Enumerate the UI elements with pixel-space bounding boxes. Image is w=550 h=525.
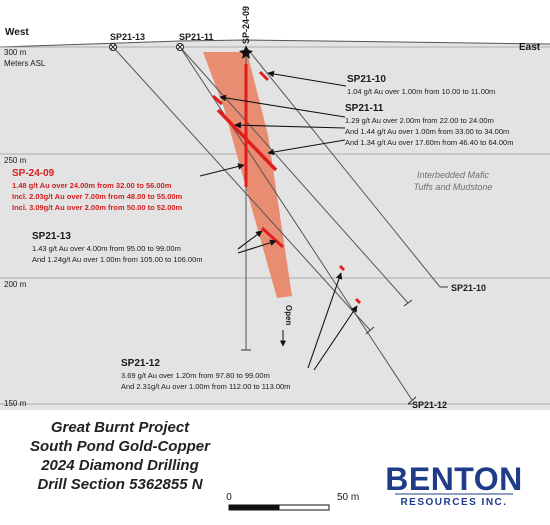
callout-sp2111-line3: And 1.34 g/t Au over 17.60m from 46.40 t… (345, 138, 513, 147)
arrow-sp2113-a (237, 230, 263, 250)
title-line3: 2024 Diamond Drilling (40, 457, 199, 474)
collar-sp2113-icon (109, 43, 117, 51)
arrow-sp2110 (267, 70, 347, 87)
elevation-label-250: 250 m (4, 156, 27, 165)
arrow-sp2409 (199, 163, 245, 177)
eoh-tick-sp2113 (365, 326, 375, 335)
collar-sp2409-icon (239, 45, 253, 59)
callout-sp2409-title: SP-24-09 (12, 168, 55, 179)
intercept-sp2112-b (354, 297, 362, 305)
hole-end-label-sp2112: SP21-12 (412, 400, 447, 410)
callout-sp2112-line1: 3.69 g/t Au over 1.20m from 97.80 to 99.… (121, 371, 270, 380)
intercept-sp2111-a (212, 94, 223, 106)
logo-subtitle: RESOURCES INC. (400, 497, 507, 508)
rock-unit-label-line1: Interbedded Mafic (417, 170, 490, 180)
scale-zero-label: 0 (226, 492, 232, 503)
arrow-sp2111-c (267, 139, 346, 156)
topography-line (0, 39, 550, 48)
intercept-sp2113-a (260, 226, 285, 249)
eoh-tick-sp2111 (407, 396, 417, 405)
callout-sp2113-line1: 1.43 g/t Au over 4.00m from 95.00 to 99.… (32, 244, 181, 253)
elevation-label-200: 200 m (4, 280, 27, 289)
benton-logo: BENTON RESOURCES INC. (384, 454, 524, 510)
east-label: East (519, 42, 541, 53)
callout-sp2112-line2: And 2.31g/t Au over 1.00m from 112.00 to… (121, 382, 290, 391)
callout-sp2409-line2: Incl. 2.03g/t Au over 7.00m from 48.00 t… (12, 192, 183, 201)
callout-sp2110-title: SP21-10 (347, 74, 386, 85)
callout-sp2113-line2: And 1.24g/t Au over 1.00m from 105.00 to… (32, 255, 203, 264)
scale-end-label: 50 m (337, 492, 359, 503)
rock-unit-label-line2: Tuffs and Mudstone (414, 182, 493, 192)
drillhole-sp2112-trace (179, 46, 409, 304)
title-line2: South Pond Gold-Copper (30, 438, 211, 455)
drillhole-sp2110-trace (245, 46, 441, 288)
eoh-tick-sp2112 (403, 299, 413, 307)
callout-sp2110-line1: 1.04 g/t Au over 1.00m from 10.00 to 11.… (347, 87, 495, 96)
callout-sp2111-line2: And 1.44 g/t Au over 1.00m from 33.00 to… (345, 127, 509, 136)
collar-sp2111-icon (176, 43, 184, 51)
title-line4: Drill Section 5362855 N (37, 476, 203, 493)
arrow-sp2113-b (237, 239, 277, 254)
arrow-sp2111-a (219, 94, 346, 118)
title-line1: Great Burnt Project (51, 419, 190, 436)
open-label: Open (284, 305, 293, 326)
callout-sp2113-title: SP21-13 (32, 231, 71, 242)
callout-sp2409-line3: Incl. 3.09g/t Au over 2.00m from 50.00 t… (12, 203, 183, 212)
drillhole-sp2111-trace (179, 46, 413, 401)
callout-sp2112-title: SP21-12 (121, 358, 160, 369)
elevation-label-150: 150 m (4, 399, 27, 408)
collar-label-sp2111: SP21-11 (179, 32, 214, 42)
scale-bar (228, 504, 330, 511)
arrow-sp2112-b (313, 305, 358, 371)
west-label: West (5, 27, 29, 38)
callout-sp2111-line1: 1.29 g/t Au over 2.00m from 22.00 to 24.… (345, 116, 494, 125)
intercept-sp2110 (258, 70, 270, 82)
arrow-sp2111-b (234, 121, 346, 129)
collar-label-sp2113: SP21-13 (110, 32, 145, 42)
hole-end-label-sp2110: SP21-10 (451, 283, 486, 293)
elevation-unit-label: Meters ASL (4, 59, 46, 68)
callout-sp2111-title: SP21-11 (345, 103, 384, 114)
arrow-sp2112-a (307, 272, 343, 369)
callout-sp2409-line1: 1.48 g/t Au over 24.00m from 32.00 to 56… (12, 181, 172, 190)
intercept-sp2112-a (338, 264, 346, 272)
collar-label-sp2409: SP-24-09 (241, 6, 251, 44)
elevation-label-300: 300 m (4, 48, 27, 57)
drillhole-sp2113-trace (112, 46, 371, 331)
logo-wordmark: BENTON (385, 461, 523, 497)
